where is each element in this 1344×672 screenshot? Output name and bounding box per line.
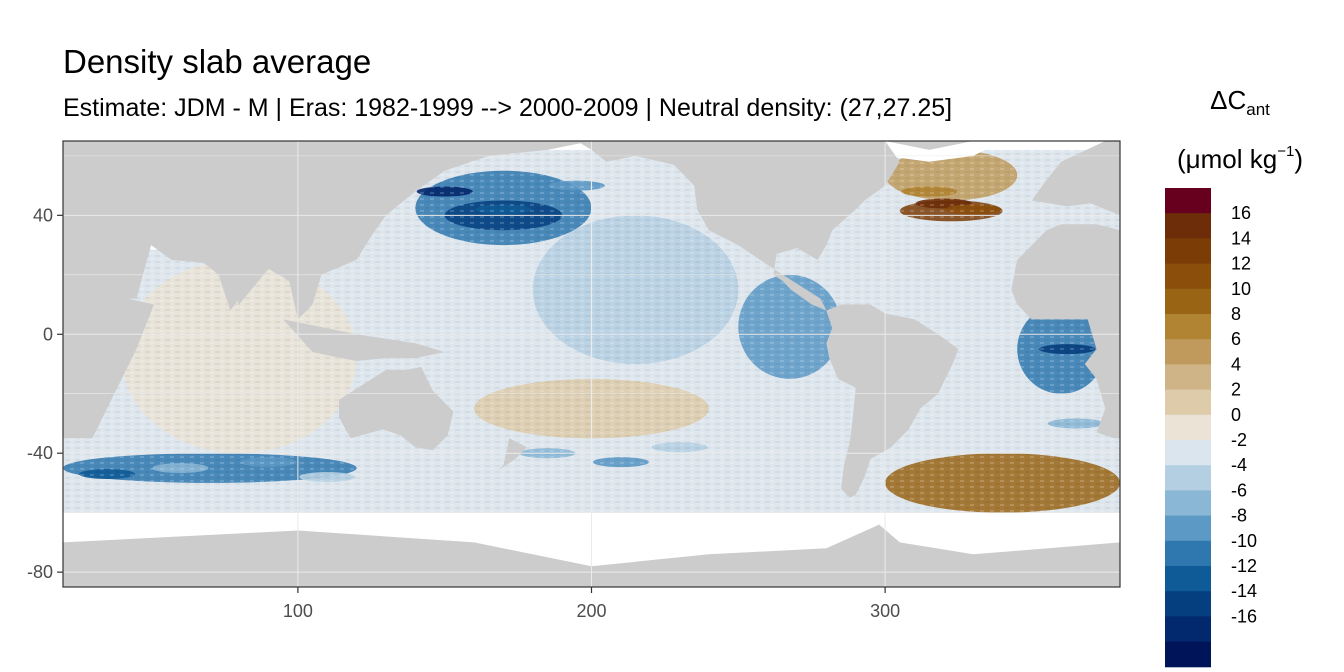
chart-subtitle: Estimate: JDM - M | Eras: 1982-1999 --> … xyxy=(63,94,953,122)
legend-label--6: -6 xyxy=(1231,480,1247,500)
legend-symbol: ΔC xyxy=(1210,85,1247,115)
y-tick-label-40: 40 xyxy=(33,205,53,225)
legend-label--16: -16 xyxy=(1231,606,1257,626)
legend-subscript: ant xyxy=(1246,100,1270,119)
legend-swatch-12 xyxy=(1165,490,1211,517)
legend-swatch-9 xyxy=(1165,414,1211,441)
legend-swatch-11 xyxy=(1165,465,1211,491)
legend-swatch-10 xyxy=(1165,440,1211,466)
legend-swatch-8 xyxy=(1165,389,1211,416)
legend-swatch-13 xyxy=(1165,515,1211,542)
y-tick-label--40: -40 xyxy=(27,443,53,463)
x-tick-label-200: 200 xyxy=(576,601,606,621)
legend-swatch-4 xyxy=(1165,288,1211,315)
legend-title: ΔCant (μmol kg−1) xyxy=(1160,82,1320,177)
x-tick-label-100: 100 xyxy=(283,601,313,621)
land-south-america xyxy=(826,304,959,498)
land-asia xyxy=(63,141,592,320)
legend-unit-prefix: (μmol kg xyxy=(1177,144,1278,174)
legend-swatch-3 xyxy=(1165,263,1211,290)
land-antarctica xyxy=(63,524,1120,587)
legend-label--8: -8 xyxy=(1231,506,1247,526)
land-india xyxy=(203,259,263,311)
legend-label-16: 16 xyxy=(1231,203,1251,223)
legend-label-14: 14 xyxy=(1231,228,1251,248)
legend-swatch-17 xyxy=(1165,616,1211,643)
plot-panel xyxy=(62,140,1121,588)
land-africa-west xyxy=(1011,224,1120,439)
legend-colorbar: 16 14 12 10 8 6 4 2 0 -2 -4 -6 -8 -10 -12 -14 -16 xyxy=(1165,188,1257,668)
legend-label--14: -14 xyxy=(1231,581,1257,601)
legend-swatch-18 xyxy=(1165,641,1211,668)
legend-label-0: 0 xyxy=(1231,405,1241,425)
legend-swatch-2 xyxy=(1165,238,1211,265)
land-europe xyxy=(1031,141,1120,216)
legend-label--12: -12 xyxy=(1231,556,1257,576)
legend-label--10: -10 xyxy=(1231,531,1257,551)
legend-swatch-7 xyxy=(1165,364,1211,391)
land-indonesia xyxy=(283,319,445,361)
legend-swatch-1 xyxy=(1165,213,1211,239)
legend-swatch-15 xyxy=(1165,566,1211,592)
chart-title: Density slab average xyxy=(63,43,372,80)
land-australia xyxy=(339,367,454,451)
legend-swatch-0 xyxy=(1165,188,1211,214)
legend-swatch-5 xyxy=(1165,314,1211,340)
legend-swatch-16 xyxy=(1165,591,1211,617)
x-tick-label-300: 300 xyxy=(870,601,900,621)
legend-label-8: 8 xyxy=(1231,304,1241,324)
legend-label-2: 2 xyxy=(1231,380,1241,400)
y-tick-label-0: 0 xyxy=(43,324,53,344)
legend-unit-suffix: ) xyxy=(1294,144,1303,174)
y-tick-label--80: -80 xyxy=(27,562,53,582)
land-layer xyxy=(63,141,1120,587)
legend-label--4: -4 xyxy=(1231,455,1247,475)
legend-label-12: 12 xyxy=(1231,254,1251,274)
legend-unit-superscript: −1 xyxy=(1277,143,1295,160)
grid-layer xyxy=(63,141,1120,587)
legend-label--2: -2 xyxy=(1231,430,1247,450)
land-greenland xyxy=(885,141,1003,150)
legend-label-6: 6 xyxy=(1231,329,1241,349)
land-nz xyxy=(497,438,527,471)
legend-swatch-6 xyxy=(1165,339,1211,365)
land-africa-east xyxy=(63,239,154,439)
legend-swatch-14 xyxy=(1165,540,1211,567)
land-north-america xyxy=(576,141,900,311)
legend-label-4: 4 xyxy=(1231,354,1241,374)
legend-label-10: 10 xyxy=(1231,279,1251,299)
